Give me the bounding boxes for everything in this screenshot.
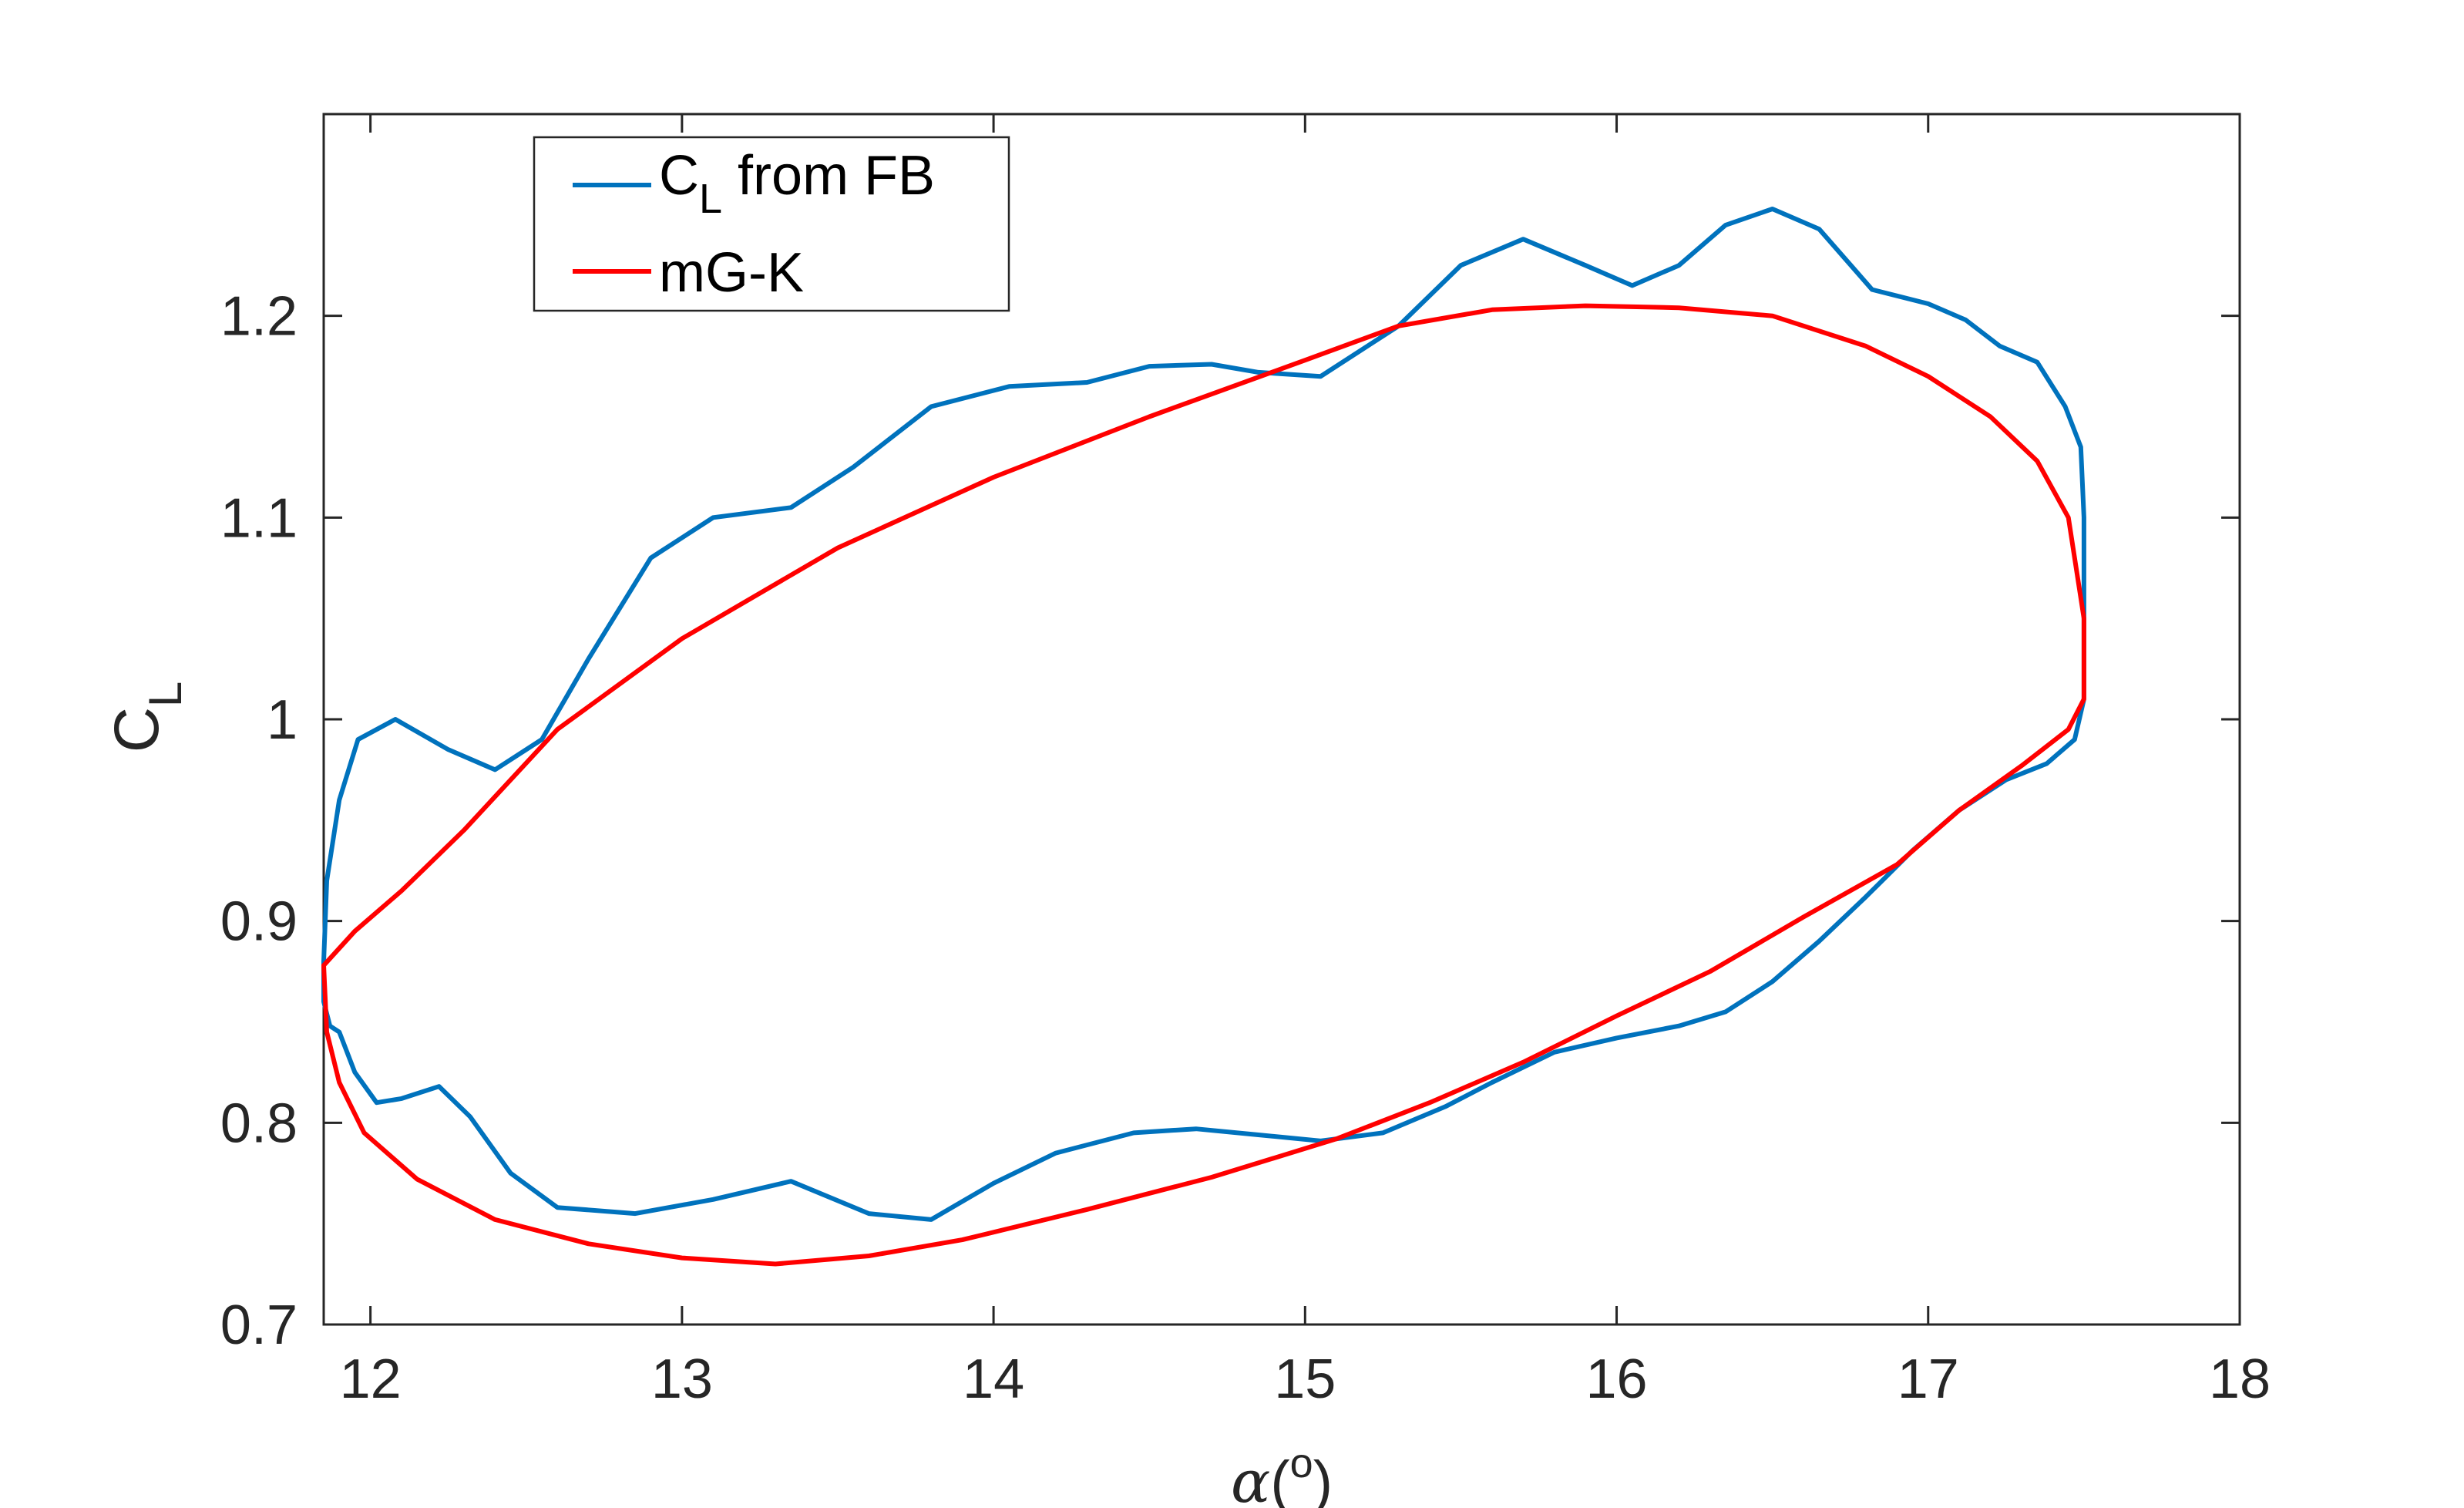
plot-area xyxy=(322,113,2241,1326)
legend-label-mg-k: mG-K xyxy=(659,242,804,304)
x-tick-label: 14 xyxy=(963,1348,1024,1410)
y-axis-label: CL xyxy=(102,682,191,753)
legend-label-cl-rest: from FB xyxy=(722,145,935,207)
legend-label-cl-base: C xyxy=(659,145,699,207)
legend-label-cl-from-fb: CL from FB xyxy=(659,145,935,222)
y-tick-label: 0.7 xyxy=(220,1294,297,1356)
y-tick-label: 0.9 xyxy=(220,891,297,953)
x-tick-label: 15 xyxy=(1274,1348,1336,1410)
x-axis-label-open-paren: ( xyxy=(1270,1449,1289,1508)
x-tick-label: 17 xyxy=(1898,1348,1959,1410)
x-tick-label: 13 xyxy=(651,1348,713,1410)
x-tick-label: 18 xyxy=(2209,1348,2271,1410)
x-axis-ticks: 12 13 14 15 16 17 18 xyxy=(340,114,2271,1410)
series-layer xyxy=(321,207,2086,1267)
x-tick-label: 12 xyxy=(340,1348,402,1410)
x-axis-label-close-paren: ) xyxy=(1313,1449,1333,1508)
x-axis-label-unit: o xyxy=(1290,1440,1313,1486)
x-axis-label-symbol: α xyxy=(1231,1447,1270,1508)
y-tick-label: 0.8 xyxy=(220,1092,297,1154)
legend-label-cl-sub: L xyxy=(699,176,722,222)
y-axis-label-sub: L xyxy=(140,682,191,707)
y-tick-label: 1.1 xyxy=(220,487,297,549)
legend-box xyxy=(533,136,1010,312)
y-axis-label-base: C xyxy=(102,707,172,752)
x-tick-label: 16 xyxy=(1585,1348,1647,1410)
y-tick-label: 1 xyxy=(267,689,297,751)
y-axis-ticks: 0.7 0.8 0.9 1 1.1 1.2 xyxy=(220,286,2240,1356)
y-tick-label: 1.2 xyxy=(220,286,297,348)
legend: CL from FB mG-K xyxy=(533,136,1010,312)
series-line-mg-k xyxy=(321,303,2086,1267)
x-axis-label: α(o) xyxy=(1231,1440,1333,1508)
